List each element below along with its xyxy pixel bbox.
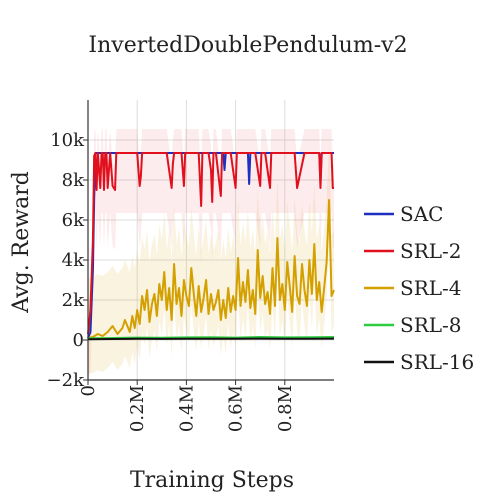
x-tick-label: 0 (78, 385, 99, 396)
y-tick-label: 4k (62, 250, 85, 271)
series-line-srl-8 (87, 336, 335, 340)
legend-label: SAC (400, 202, 443, 226)
legend-item-srl-16[interactable]: SRL-16 (364, 350, 474, 374)
y-tick-label: 0 (73, 330, 84, 351)
x-tick-label: 0.8M (275, 385, 296, 432)
x-tick-label: 0.2M (127, 385, 148, 432)
legend-item-srl-2[interactable]: SRL-2 (364, 239, 462, 263)
legend-label: SRL-8 (400, 313, 462, 337)
legend-label: SRL-4 (400, 276, 462, 300)
legend: SAC SRL-2 SRL-4 SRL-8 SRL-16 (364, 202, 474, 374)
y-tick-label: 2k (62, 290, 85, 311)
y-axis-title: Avg. Reward (9, 171, 34, 314)
y-tick-label: −2k (47, 370, 86, 391)
y-tick-label: 6k (62, 210, 85, 231)
x-axis-title: Training Steps (130, 468, 294, 493)
y-tick-labels: −2k 0 2k 4k 6k 8k 10k (47, 130, 86, 391)
x-tick-labels: 0 0.2M 0.4M 0.6M 0.8M (78, 385, 296, 432)
legend-item-sac[interactable]: SAC (364, 202, 443, 226)
axes (83, 100, 334, 385)
series-line-srl-4 (87, 199, 335, 339)
chart-title: InvertedDoublePendulum-v2 (88, 33, 407, 58)
x-tick-label: 0.6M (226, 385, 247, 432)
series-lines (87, 152, 335, 341)
series-line-srl-16 (87, 337, 335, 341)
legend-item-srl-4[interactable]: SRL-4 (364, 276, 462, 300)
series-line-srl-2 (87, 152, 334, 335)
y-tick-label: 10k (50, 130, 85, 151)
legend-label: SRL-16 (400, 350, 474, 374)
legend-label: SRL-2 (400, 239, 462, 263)
y-tick-label: 8k (62, 170, 85, 191)
srl-2-band (88, 129, 334, 380)
x-tick-label: 0.4M (176, 385, 197, 432)
legend-item-srl-8[interactable]: SRL-8 (364, 313, 462, 337)
